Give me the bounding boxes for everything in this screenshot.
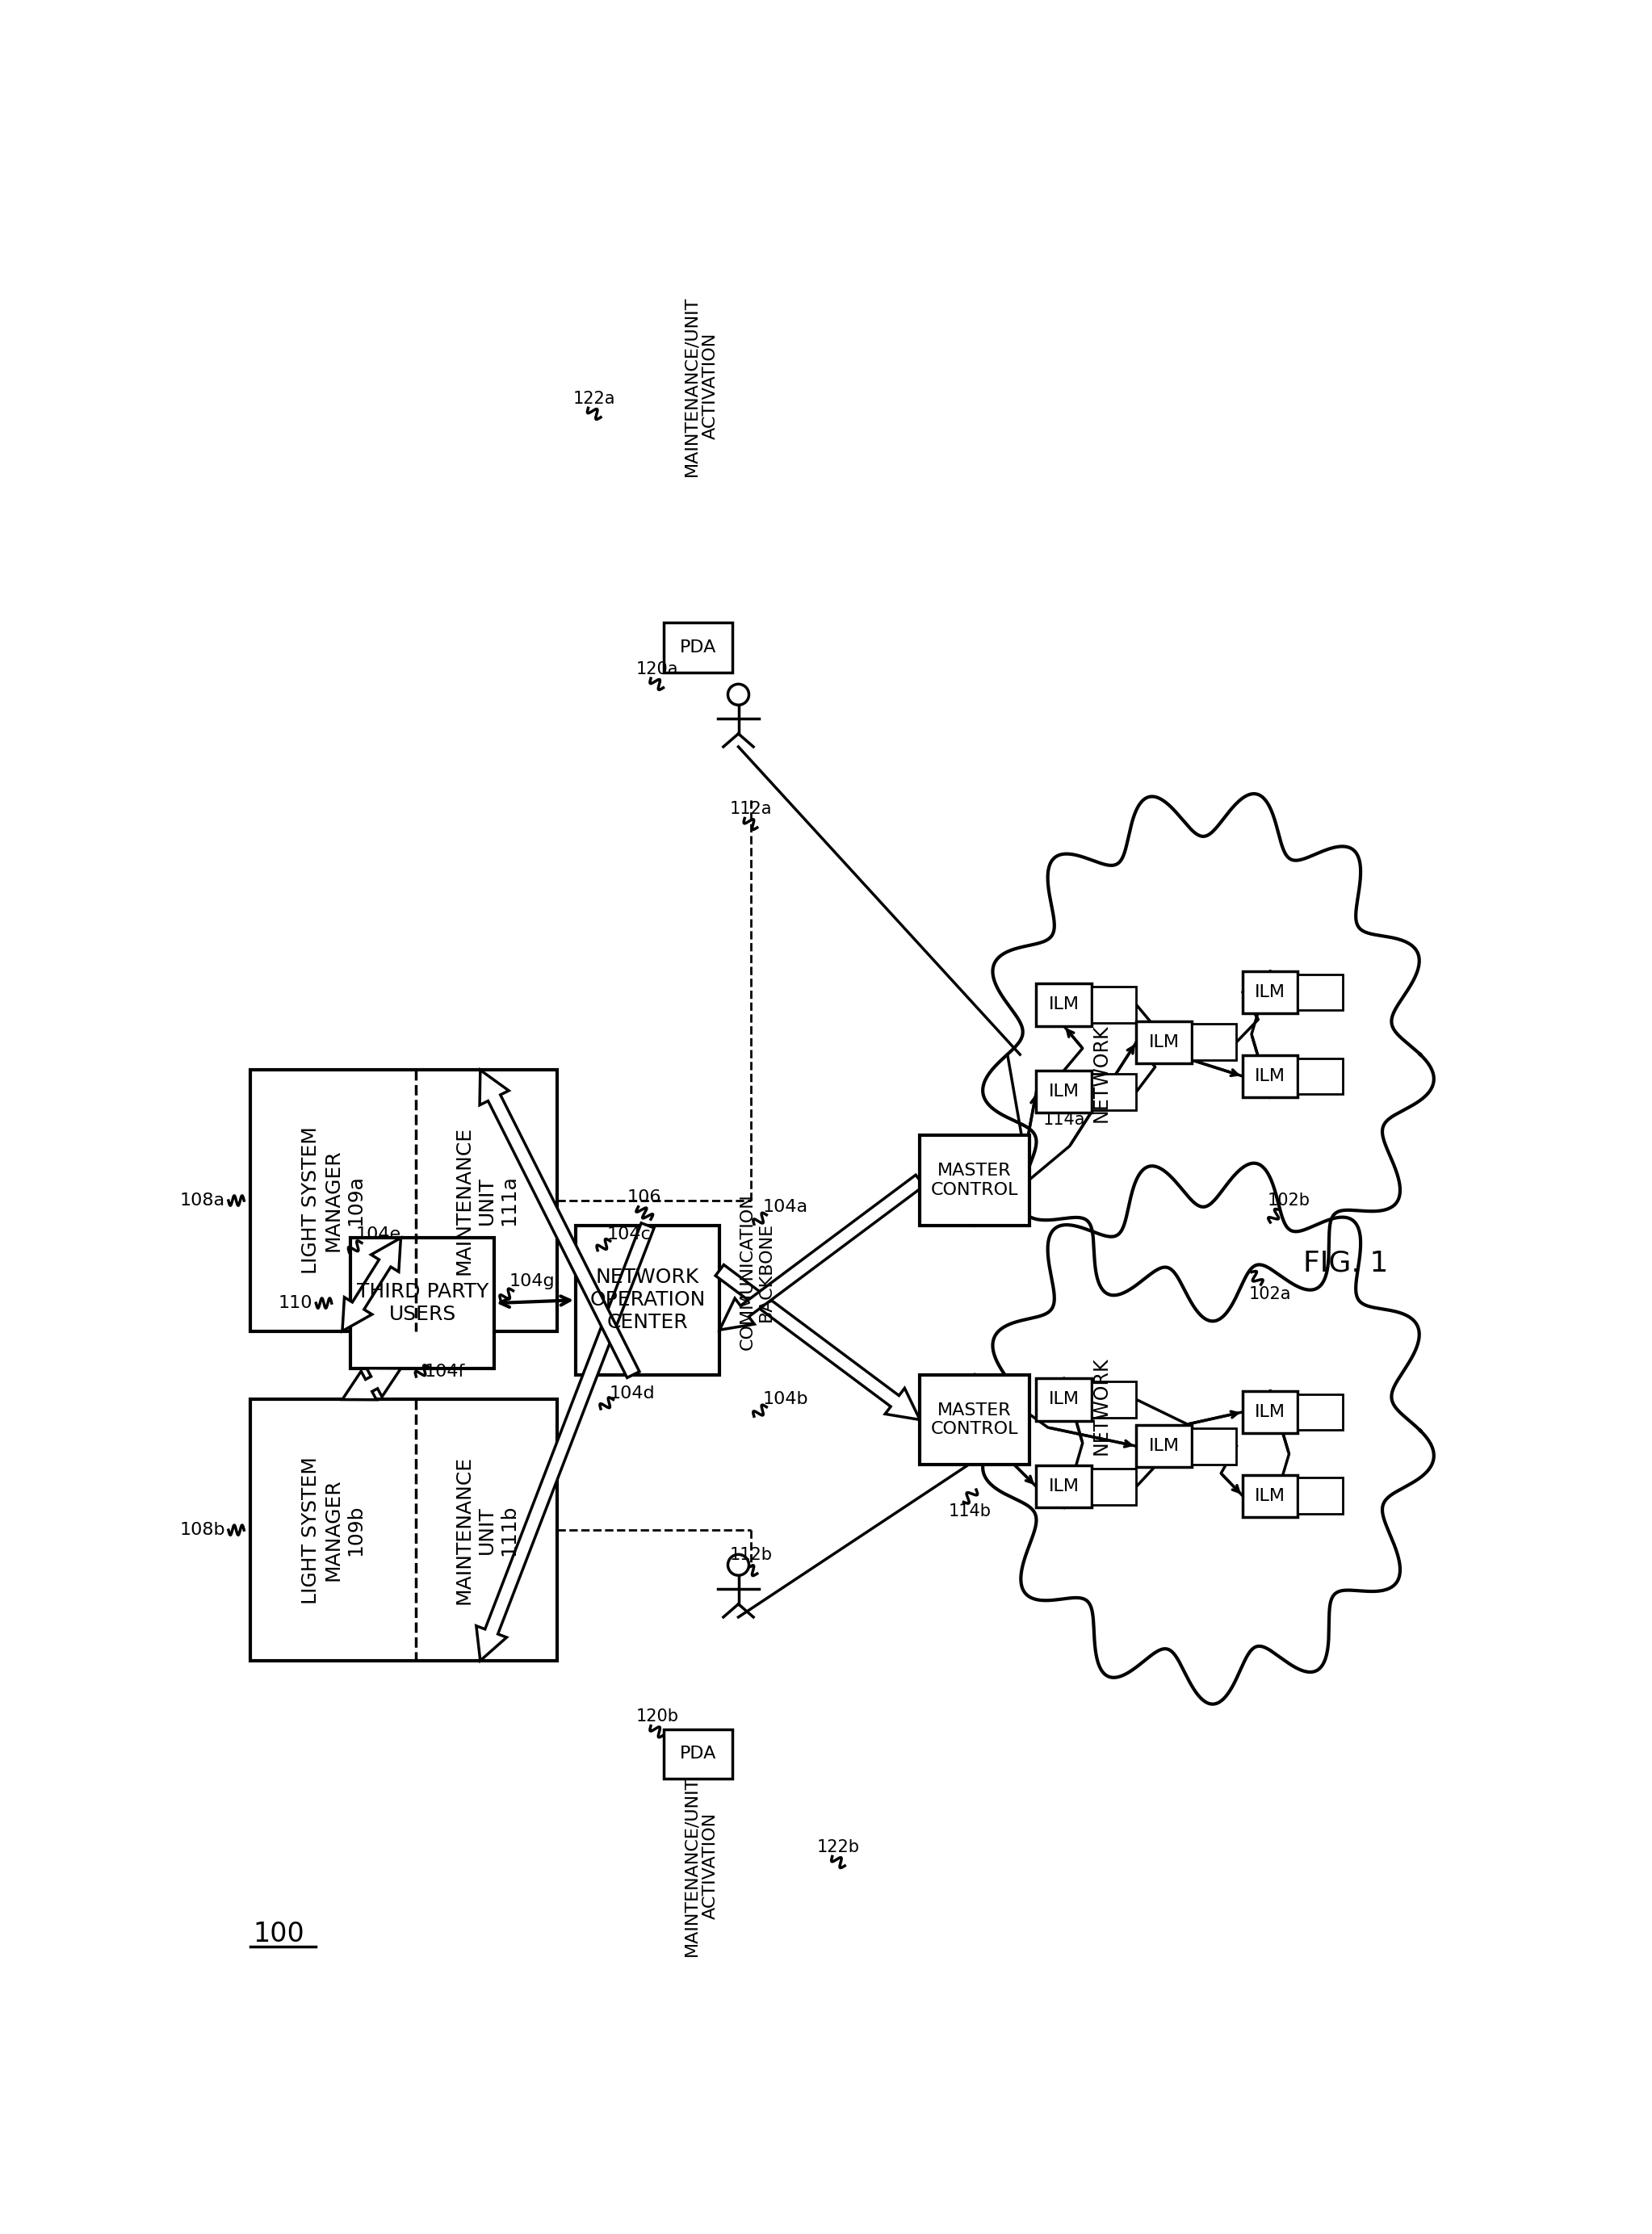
Text: ILM: ILM: [1049, 1479, 1079, 1495]
FancyBboxPatch shape: [920, 1374, 1029, 1466]
FancyBboxPatch shape: [1298, 974, 1343, 1010]
Text: MAINTENANCE/UNIT
ACTIVATION: MAINTENANCE/UNIT ACTIVATION: [684, 297, 719, 476]
Text: 106: 106: [628, 1188, 662, 1206]
FancyBboxPatch shape: [1242, 1054, 1298, 1097]
Text: 104c: 104c: [606, 1226, 651, 1242]
Text: 120b: 120b: [636, 1709, 679, 1725]
Text: 110: 110: [279, 1296, 312, 1311]
FancyBboxPatch shape: [1298, 1059, 1343, 1095]
Text: MASTER
CONTROL: MASTER CONTROL: [930, 1403, 1018, 1436]
FancyBboxPatch shape: [1298, 1394, 1343, 1430]
Circle shape: [729, 1555, 748, 1575]
Text: 112a: 112a: [730, 800, 771, 818]
FancyBboxPatch shape: [1298, 1479, 1343, 1515]
FancyBboxPatch shape: [350, 1238, 494, 1369]
Text: MAINTENANCE/UNIT
ACTIVATION: MAINTENANCE/UNIT ACTIVATION: [684, 1776, 719, 1957]
FancyBboxPatch shape: [1242, 1392, 1298, 1432]
Text: ILM: ILM: [1148, 1439, 1180, 1454]
Text: 122a: 122a: [573, 391, 616, 407]
Text: MAINTENANCE
UNIT
111b: MAINTENANCE UNIT 111b: [454, 1457, 519, 1604]
Text: NETWORK: NETWORK: [1092, 1356, 1112, 1454]
Text: PDA: PDA: [679, 639, 715, 655]
Text: 122b: 122b: [818, 1839, 861, 1854]
Text: ILM: ILM: [1049, 1392, 1079, 1407]
Polygon shape: [983, 1164, 1434, 1705]
Circle shape: [729, 684, 748, 706]
Text: NETWORK: NETWORK: [1092, 1023, 1112, 1121]
Text: ILM: ILM: [1049, 1083, 1079, 1099]
Polygon shape: [342, 1238, 401, 1331]
FancyBboxPatch shape: [1242, 1474, 1298, 1517]
Text: 108a: 108a: [180, 1193, 225, 1209]
Text: LIGHT SYSTEM
MANAGER
109b: LIGHT SYSTEM MANAGER 109b: [301, 1457, 365, 1604]
FancyBboxPatch shape: [664, 1729, 732, 1778]
FancyBboxPatch shape: [1137, 1021, 1191, 1063]
FancyBboxPatch shape: [1137, 1425, 1191, 1468]
FancyBboxPatch shape: [664, 623, 732, 672]
FancyBboxPatch shape: [1191, 1023, 1236, 1061]
Text: 114b: 114b: [948, 1503, 991, 1519]
Text: 102a: 102a: [1249, 1287, 1292, 1302]
Polygon shape: [720, 1175, 923, 1329]
Text: 104b: 104b: [763, 1392, 808, 1407]
Text: 104g: 104g: [509, 1273, 555, 1289]
FancyBboxPatch shape: [920, 1135, 1029, 1226]
Text: 104a: 104a: [763, 1200, 808, 1215]
FancyBboxPatch shape: [1036, 1378, 1092, 1421]
Polygon shape: [715, 1264, 920, 1421]
Text: MASTER
CONTROL: MASTER CONTROL: [930, 1164, 1018, 1197]
Text: 112b: 112b: [730, 1546, 771, 1564]
FancyBboxPatch shape: [1092, 1075, 1137, 1110]
Text: MAINTENANCE
UNIT
111a: MAINTENANCE UNIT 111a: [454, 1126, 519, 1276]
Text: 104e: 104e: [355, 1226, 401, 1242]
Polygon shape: [342, 1367, 401, 1401]
Text: ILM: ILM: [1256, 1488, 1285, 1503]
Text: 100: 100: [253, 1921, 304, 1948]
Text: 108b: 108b: [180, 1521, 225, 1539]
Text: 120a: 120a: [636, 661, 679, 677]
Text: ILM: ILM: [1256, 1068, 1285, 1083]
Polygon shape: [476, 1222, 654, 1660]
Text: 104f: 104f: [425, 1363, 464, 1381]
FancyBboxPatch shape: [1036, 983, 1092, 1025]
Text: FIG. 1: FIG. 1: [1303, 1249, 1388, 1276]
Text: ILM: ILM: [1256, 1403, 1285, 1421]
FancyBboxPatch shape: [251, 1398, 557, 1660]
Text: ILM: ILM: [1148, 1034, 1180, 1050]
Text: 114a: 114a: [1042, 1113, 1085, 1128]
FancyBboxPatch shape: [1242, 972, 1298, 1014]
FancyBboxPatch shape: [1092, 1381, 1137, 1419]
Text: COMMUNICATION
BACKBONE: COMMUNICATION BACKBONE: [740, 1193, 775, 1349]
Text: LIGHT SYSTEM
MANAGER
109a: LIGHT SYSTEM MANAGER 109a: [301, 1126, 365, 1273]
Polygon shape: [479, 1070, 639, 1378]
Text: NETWORK
OPERATION
CENTER: NETWORK OPERATION CENTER: [590, 1269, 705, 1331]
Text: 104d: 104d: [610, 1385, 654, 1401]
FancyBboxPatch shape: [1036, 1466, 1092, 1508]
Text: ILM: ILM: [1256, 985, 1285, 1001]
Text: THIRD PARTY
USERS: THIRD PARTY USERS: [357, 1282, 489, 1325]
Text: ILM: ILM: [1049, 996, 1079, 1012]
Text: PDA: PDA: [679, 1745, 715, 1763]
Polygon shape: [983, 793, 1434, 1320]
FancyBboxPatch shape: [575, 1226, 720, 1374]
FancyBboxPatch shape: [1092, 987, 1137, 1023]
FancyBboxPatch shape: [1191, 1428, 1236, 1463]
FancyBboxPatch shape: [251, 1070, 557, 1331]
FancyBboxPatch shape: [1036, 1070, 1092, 1113]
Text: 102b: 102b: [1267, 1193, 1310, 1209]
FancyBboxPatch shape: [1092, 1468, 1137, 1503]
